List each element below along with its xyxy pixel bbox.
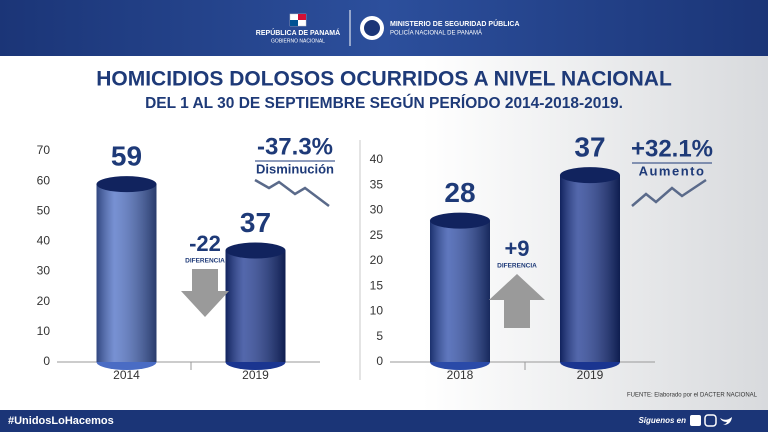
y-tick-label: 50 [37,203,51,217]
bar-top [430,212,490,229]
y-tick-label: 30 [370,203,384,217]
y-tick-label: 40 [370,152,384,166]
ministry: MINISTERIO DE SEGURIDAD PÚBLICA [390,19,520,28]
y-tick-label: 30 [37,264,51,278]
change: +32.1% [631,135,713,162]
trend-line [631,178,707,207]
bar-top [560,167,620,184]
value-label: 28 [444,177,475,208]
y-tick-label: 35 [370,177,384,191]
y-tick-label: 15 [370,278,384,292]
difference-label: DIFERENCIA [497,263,537,270]
police-badge-inner [364,20,380,36]
y-tick-label: 40 [37,234,51,248]
y-tick-label: 60 [37,173,51,187]
hashtag: #UnidosLoHacemos [8,415,114,427]
y-tick-label: 10 [370,304,384,318]
x-tick-label: 2019 [577,368,604,382]
change-label: Disminución [256,161,334,176]
ministry-sub: POLICÍA NACIONAL DE PANAMÁ [390,30,482,37]
facebook-icon[interactable] [690,415,701,426]
flag-part [290,20,298,26]
difference: +9 [504,236,529,261]
difference-arrow [489,274,545,328]
change-label: Aumento [639,163,706,178]
flag-part [298,14,306,20]
title: HOMICIDIOS DOLOSOS OCURRIDOS A NIVEL NAC… [96,68,672,91]
value-label: 59 [111,141,142,172]
x-tick-label: 2019 [242,368,269,382]
source: FUENTE: Elaborado por el DACTER NACIONAL [627,393,758,399]
y-tick-label: 70 [37,143,51,157]
y-tick-label: 20 [37,294,51,308]
government-sub: GOBIERNO NACIONAL [271,38,325,44]
y-tick-label: 20 [370,253,384,267]
y-tick-label: 0 [376,354,383,368]
government: REPÚBLICA DE PANAMÁ [256,28,340,37]
follow-text: Síguenos en [638,416,686,425]
y-tick-label: 25 [370,228,384,242]
y-tick-label: 5 [376,329,383,343]
bar-shade [430,220,490,362]
footer-bar [0,410,768,432]
x-tick-label: 2014 [113,368,140,382]
y-tick-label: 10 [37,324,51,338]
subtitle: DEL 1 AL 30 DE SEPTIEMBRE SEGÚN PERÍODO … [145,94,623,112]
difference: -22 [189,231,221,256]
instagram-icon[interactable] [704,414,717,427]
difference-arrow [181,269,229,317]
bar-shade [96,184,157,362]
x-tick-label: 2018 [447,368,474,382]
change: -37.3% [257,133,333,160]
trend-line [254,178,330,207]
value-label: 37 [574,132,605,163]
bar-shade [225,250,286,362]
difference-label: DIFERENCIA [185,258,225,265]
bar-top [225,242,286,259]
y-tick-label: 0 [43,354,50,368]
value-label: 37 [240,207,271,238]
bar-top [96,176,157,193]
bar-shade [560,175,620,362]
twitter-icon[interactable] [720,417,732,425]
